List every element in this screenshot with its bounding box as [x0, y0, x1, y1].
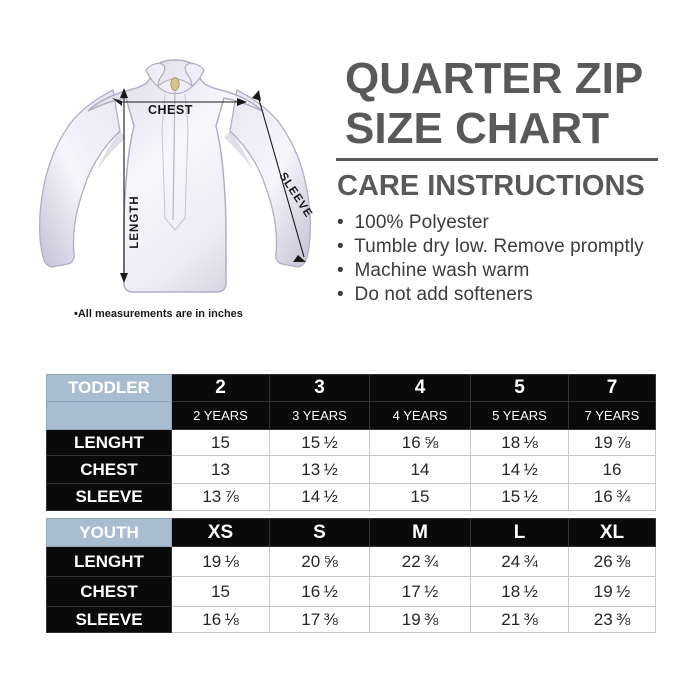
svg-text:CHEST: CHEST — [148, 103, 193, 117]
svg-text:•All measurements are in inche: •All measurements are in inches — [74, 308, 243, 320]
svg-text:LENGTH: LENGTH — [129, 195, 141, 248]
